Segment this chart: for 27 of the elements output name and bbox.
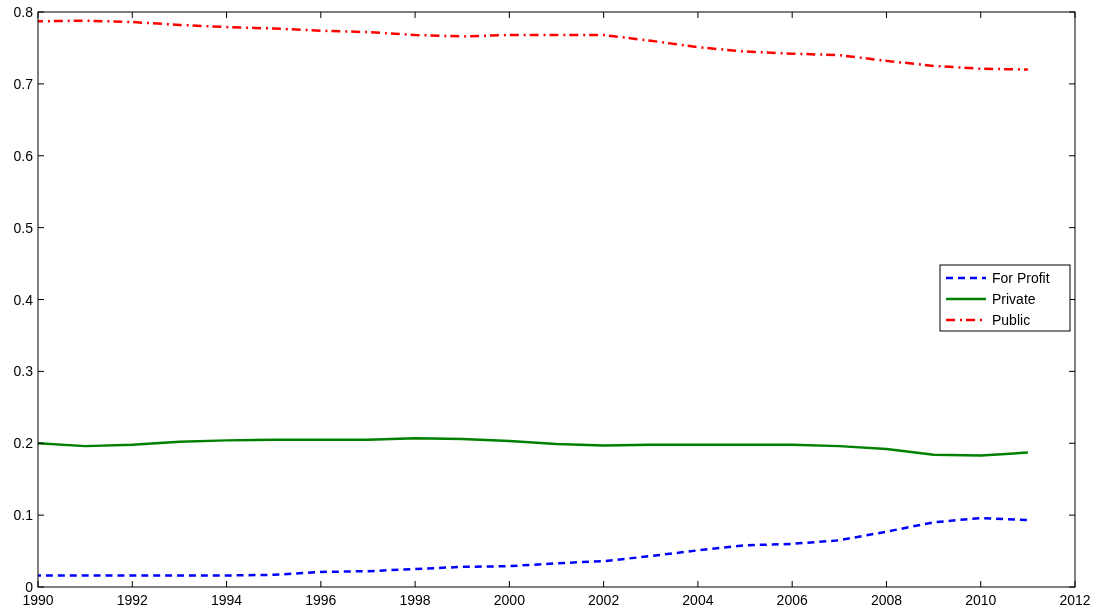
legend-label: For Profit bbox=[992, 270, 1050, 286]
x-tick-label: 1994 bbox=[210, 592, 243, 608]
x-tick-label: 2012 bbox=[1059, 592, 1091, 608]
y-tick-label: 0.3 bbox=[13, 363, 34, 380]
line-series bbox=[36, 436, 1030, 457]
x-tick-label: 1996 bbox=[305, 592, 337, 608]
x-tick-label: 2000 bbox=[493, 592, 526, 608]
y-tick-label: 0 bbox=[25, 579, 34, 595]
y-tick-label: 0.6 bbox=[13, 147, 34, 164]
x-tick-label: 1992 bbox=[116, 592, 149, 608]
y-tick-label: 0.7 bbox=[13, 75, 34, 92]
legend-label: Private bbox=[992, 291, 1036, 307]
y-tick-label: 0.4 bbox=[13, 291, 34, 308]
x-tick-label: 2008 bbox=[870, 592, 903, 608]
y-tick-label: 0.2 bbox=[13, 435, 34, 452]
line-series bbox=[36, 516, 1030, 577]
x-tick-label: 2006 bbox=[776, 592, 808, 608]
x-tick-label: 2002 bbox=[588, 592, 620, 608]
y-tick-label: 0.5 bbox=[13, 219, 34, 236]
x-tick-label: 2004 bbox=[682, 592, 714, 608]
x-tick-label: 1998 bbox=[399, 592, 431, 608]
x-tick-label: 2010 bbox=[965, 592, 997, 608]
x-tick-label: 1990 bbox=[22, 592, 54, 608]
legend-label: Public bbox=[992, 312, 1031, 328]
y-tick-label: 0.1 bbox=[13, 507, 34, 524]
y-tick-label: 0.8 bbox=[13, 4, 34, 20]
line-series bbox=[36, 19, 1030, 71]
